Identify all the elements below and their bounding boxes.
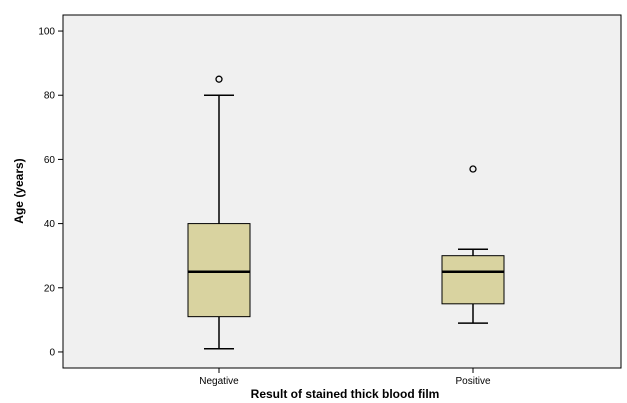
outlier-point bbox=[469, 165, 477, 173]
iqr-box bbox=[187, 223, 251, 318]
y-tick-label-100: 100 bbox=[38, 27, 55, 38]
x-tick-label-negative: Negative bbox=[199, 376, 239, 387]
iqr-box bbox=[441, 255, 505, 305]
plot-area bbox=[62, 14, 622, 369]
boxes bbox=[187, 75, 505, 350]
y-tick-label-80: 80 bbox=[44, 91, 56, 102]
y-tick-label-60: 60 bbox=[44, 155, 56, 166]
y-axis: 0 20 40 60 80 100 bbox=[38, 27, 63, 358]
y-axis-title: Age (years) bbox=[12, 158, 26, 223]
outlier-point bbox=[215, 75, 223, 83]
y-tick-label-20: 20 bbox=[44, 283, 56, 294]
box-negative bbox=[187, 75, 251, 350]
x-axis-title: Result of stained thick blood film bbox=[251, 387, 440, 401]
y-tick-label-0: 0 bbox=[49, 347, 55, 358]
x-tick-label-positive: Positive bbox=[455, 376, 490, 387]
y-tick-label-40: 40 bbox=[44, 219, 56, 230]
box-positive bbox=[441, 165, 505, 324]
x-axis: Negative Positive bbox=[199, 368, 491, 387]
